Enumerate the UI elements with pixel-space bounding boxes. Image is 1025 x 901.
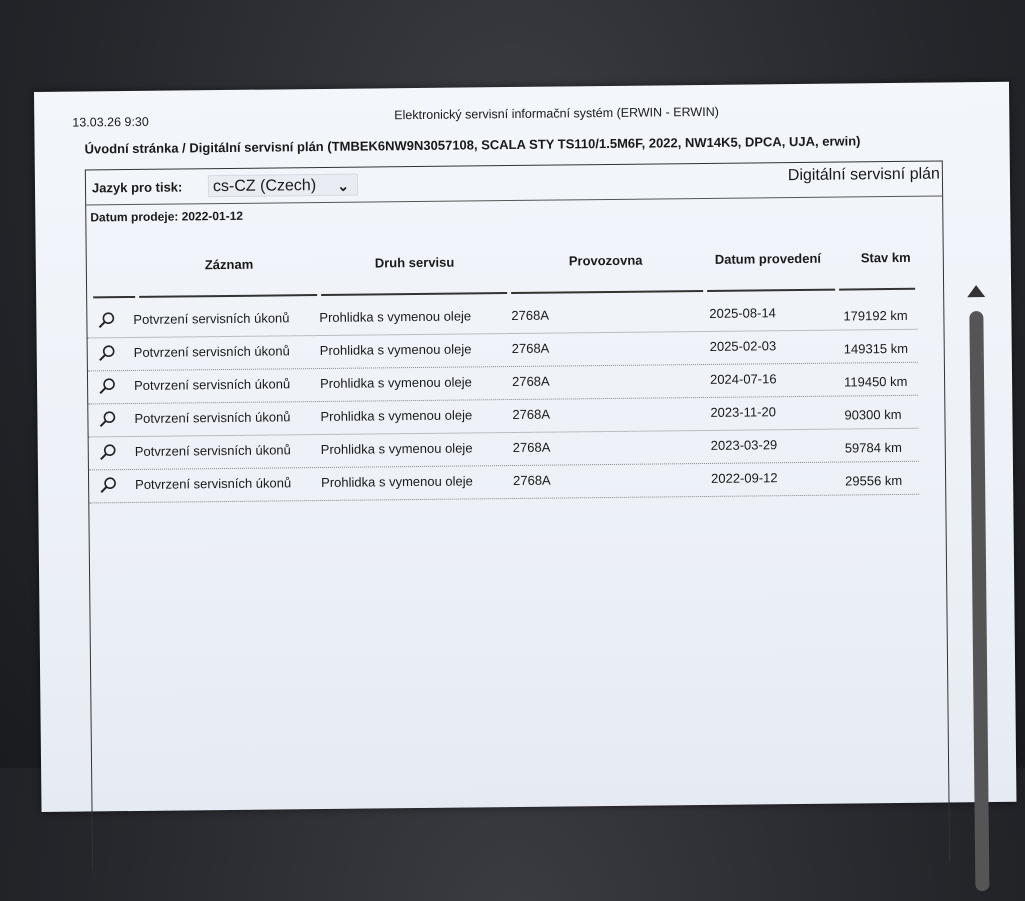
date-cell: 2022-09-12 bbox=[711, 470, 778, 486]
date-cell: 2024-07-16 bbox=[709, 371, 777, 387]
record-cell: Potvrzení servisních úkonů bbox=[134, 409, 291, 426]
language-select[interactable]: cs-CZ (Czech) ⌄ bbox=[207, 173, 359, 198]
system-title: Elektronický servisní informační systém … bbox=[394, 104, 719, 123]
km-cell: 29556 km bbox=[845, 472, 903, 489]
table-row: Potvrzení servisních úkonů Prohlidka s vy… bbox=[88, 394, 919, 438]
language-value: cs-CZ (Czech) bbox=[212, 177, 317, 196]
triangle-up-icon[interactable] bbox=[967, 285, 986, 298]
table-row: Potvrzení servisních úkonů Prohlidka s vy… bbox=[87, 295, 918, 339]
record-cell: Potvrzení servisních úkonů bbox=[134, 376, 291, 393]
service-plan-panel: Jazyk pro tisk: cs-CZ (Czech) ⌄ Digitáln… bbox=[84, 160, 990, 892]
workshop-cell: 2768A bbox=[512, 439, 551, 456]
language-row: Jazyk pro tisk: cs-CZ (Czech) ⌄ Digitáln… bbox=[85, 161, 943, 206]
column-header-workshop: Provozovna bbox=[568, 252, 643, 269]
workshop-cell: 2768A bbox=[512, 406, 551, 423]
record-cell: Potvrzení servisních úkonů bbox=[135, 475, 292, 492]
km-cell: 179192 km bbox=[843, 307, 908, 324]
magnifier-icon[interactable] bbox=[98, 377, 116, 395]
divider bbox=[511, 290, 704, 295]
km-cell: 149315 km bbox=[843, 340, 909, 357]
service-type-cell: Prohlidka s vymenou oleje bbox=[319, 341, 472, 359]
table-row: Potvrzení servisních úkonů Prohlidka s vy… bbox=[87, 328, 918, 372]
scrollbar[interactable] bbox=[969, 311, 990, 892]
service-type-cell: Prohlidka s vymenou oleje bbox=[321, 473, 473, 491]
workshop-cell: 2768A bbox=[513, 472, 551, 489]
magnifier-icon[interactable] bbox=[99, 476, 117, 494]
record-cell: Potvrzení servisních úkonů bbox=[133, 343, 290, 360]
date-cell: 2023-03-29 bbox=[710, 437, 778, 453]
service-type-cell: Prohlidka s vymenou oleje bbox=[319, 308, 472, 326]
divider bbox=[321, 292, 508, 297]
divider bbox=[93, 295, 136, 299]
sale-date: Datum prodeje: 2022-01-12 bbox=[90, 208, 244, 225]
magnifier-icon[interactable] bbox=[98, 410, 116, 428]
table-row: Potvrzení servisních úkonů Prohlidka s vy… bbox=[88, 460, 920, 504]
table-row: Potvrzení servisních úkonů Prohlidka s vy… bbox=[88, 427, 919, 471]
language-label: Jazyk pro tisk: bbox=[91, 179, 183, 196]
column-header-record: Záznam bbox=[204, 256, 254, 273]
magnifier-icon[interactable] bbox=[97, 311, 115, 329]
date-cell: 2025-02-03 bbox=[709, 338, 777, 354]
date-cell: 2025-08-14 bbox=[709, 305, 776, 321]
workshop-cell: 2768A bbox=[511, 340, 550, 357]
printed-page: 13.03.26 9:30 Elektronický servisní info… bbox=[34, 81, 1017, 892]
record-cell: Potvrzení servisních úkonů bbox=[133, 310, 290, 327]
table-row: Potvrzení servisních úkonů Prohlidka s vy… bbox=[87, 361, 919, 405]
panel-title: Digitální servisní plán bbox=[787, 165, 940, 185]
divider bbox=[839, 287, 916, 291]
service-type-cell: Prohlidka s vymenou oleje bbox=[320, 407, 473, 425]
record-cell: Potvrzení servisních úkonů bbox=[134, 442, 291, 459]
km-cell: 90300 km bbox=[844, 406, 902, 423]
divider bbox=[707, 288, 836, 292]
workshop-cell: 2768A bbox=[511, 307, 550, 324]
date-cell: 2023-11-20 bbox=[710, 404, 777, 420]
chevron-down-icon: ⌄ bbox=[337, 177, 350, 194]
breadcrumb: Úvodní stránka / Digitální servisní plán… bbox=[84, 133, 861, 157]
workshop-cell: 2768A bbox=[511, 373, 550, 390]
service-type-cell: Prohlidka s vymenou oleje bbox=[320, 440, 473, 458]
km-cell: 59784 km bbox=[844, 439, 902, 456]
service-type-cell: Prohlidka s vymenou oleje bbox=[319, 374, 472, 392]
magnifier-icon[interactable] bbox=[99, 443, 117, 461]
km-cell: 119450 km bbox=[844, 373, 908, 390]
column-header-km: Stav km bbox=[860, 249, 911, 266]
divider bbox=[139, 294, 318, 298]
print-timestamp: 13.03.26 9:30 bbox=[72, 114, 149, 130]
column-header-date: Datum provedení bbox=[714, 250, 822, 267]
column-header-service-type: Druh servisu bbox=[374, 254, 455, 271]
magnifier-icon[interactable] bbox=[98, 344, 116, 362]
